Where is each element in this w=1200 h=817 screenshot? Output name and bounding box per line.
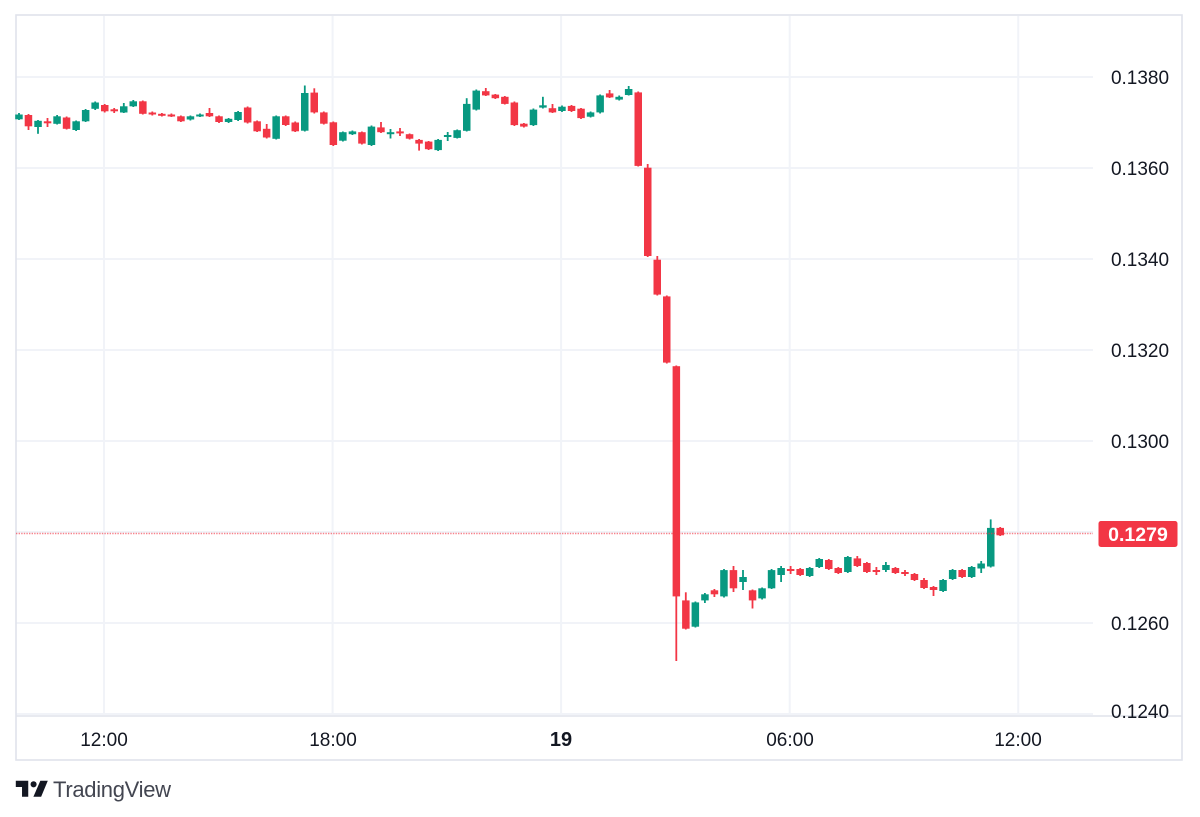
svg-text:0.1380: 0.1380 — [1111, 68, 1169, 89]
svg-text:TradingView: TradingView — [53, 777, 171, 802]
svg-text:0.1260: 0.1260 — [1111, 614, 1169, 635]
svg-text:0.1320: 0.1320 — [1111, 341, 1169, 362]
svg-text:0.1300: 0.1300 — [1111, 432, 1169, 453]
svg-text:0.1340: 0.1340 — [1111, 250, 1169, 271]
svg-text:0.1240: 0.1240 — [1111, 702, 1169, 723]
svg-text:12:00: 12:00 — [994, 730, 1042, 751]
svg-text:0.1360: 0.1360 — [1111, 159, 1169, 180]
svg-text:12:00: 12:00 — [80, 730, 128, 751]
svg-text:19: 19 — [550, 729, 572, 751]
svg-text:0.1279: 0.1279 — [1108, 524, 1168, 546]
svg-text:18:00: 18:00 — [309, 730, 357, 751]
svg-text:06:00: 06:00 — [766, 730, 814, 751]
